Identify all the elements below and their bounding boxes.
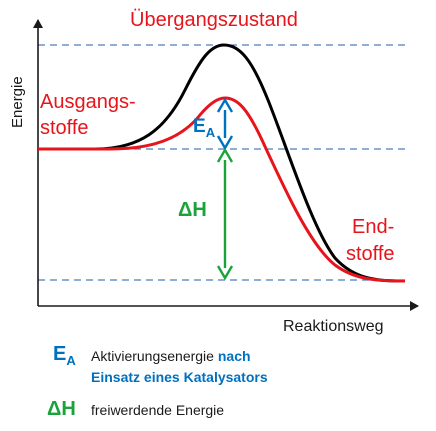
enthalpy-arrowhead-bottom xyxy=(216,265,234,281)
reactants-label-line2: stoffe xyxy=(40,117,89,139)
uncatalyzed-curve xyxy=(38,43,406,283)
activation-energy-arrowhead-top xyxy=(216,97,234,113)
enthalpy-label: ΔH xyxy=(178,199,207,221)
activation-energy-symbol: E xyxy=(193,116,206,137)
legend-ea-text-plain: Aktivierungsenergie xyxy=(91,348,218,364)
products-label-line1: End- xyxy=(352,216,395,238)
legend-dh-text: freiwerdende Energie xyxy=(91,402,225,418)
transition-state-label: Übergangszustand xyxy=(130,9,298,31)
reactants-label-line1: Ausgangs- xyxy=(40,91,136,113)
legend-dh-symbol: ΔH xyxy=(47,398,76,420)
legend-ea-text-bold1: nach xyxy=(217,348,251,364)
legend-ea-symbol-main: E xyxy=(53,343,67,365)
legend-ea-symbol: EA xyxy=(53,343,76,368)
activation-energy-subscript: A xyxy=(205,124,216,140)
enthalpy-arrowhead-top xyxy=(216,147,234,163)
legend-ea-text-line1: Aktivierungsenergie nach xyxy=(91,348,251,364)
legend-ea-text-line2: Einsatz eines Katalysators xyxy=(91,369,268,385)
x-axis-label: Reaktionsweg xyxy=(283,318,384,335)
legend-ea-symbol-sub: A xyxy=(66,353,76,368)
catalyzed-curve xyxy=(38,96,406,283)
y-axis-label: Energie xyxy=(9,76,26,128)
products-label-line2: stoffe xyxy=(346,243,395,265)
activation-energy-label: EA xyxy=(193,116,215,140)
